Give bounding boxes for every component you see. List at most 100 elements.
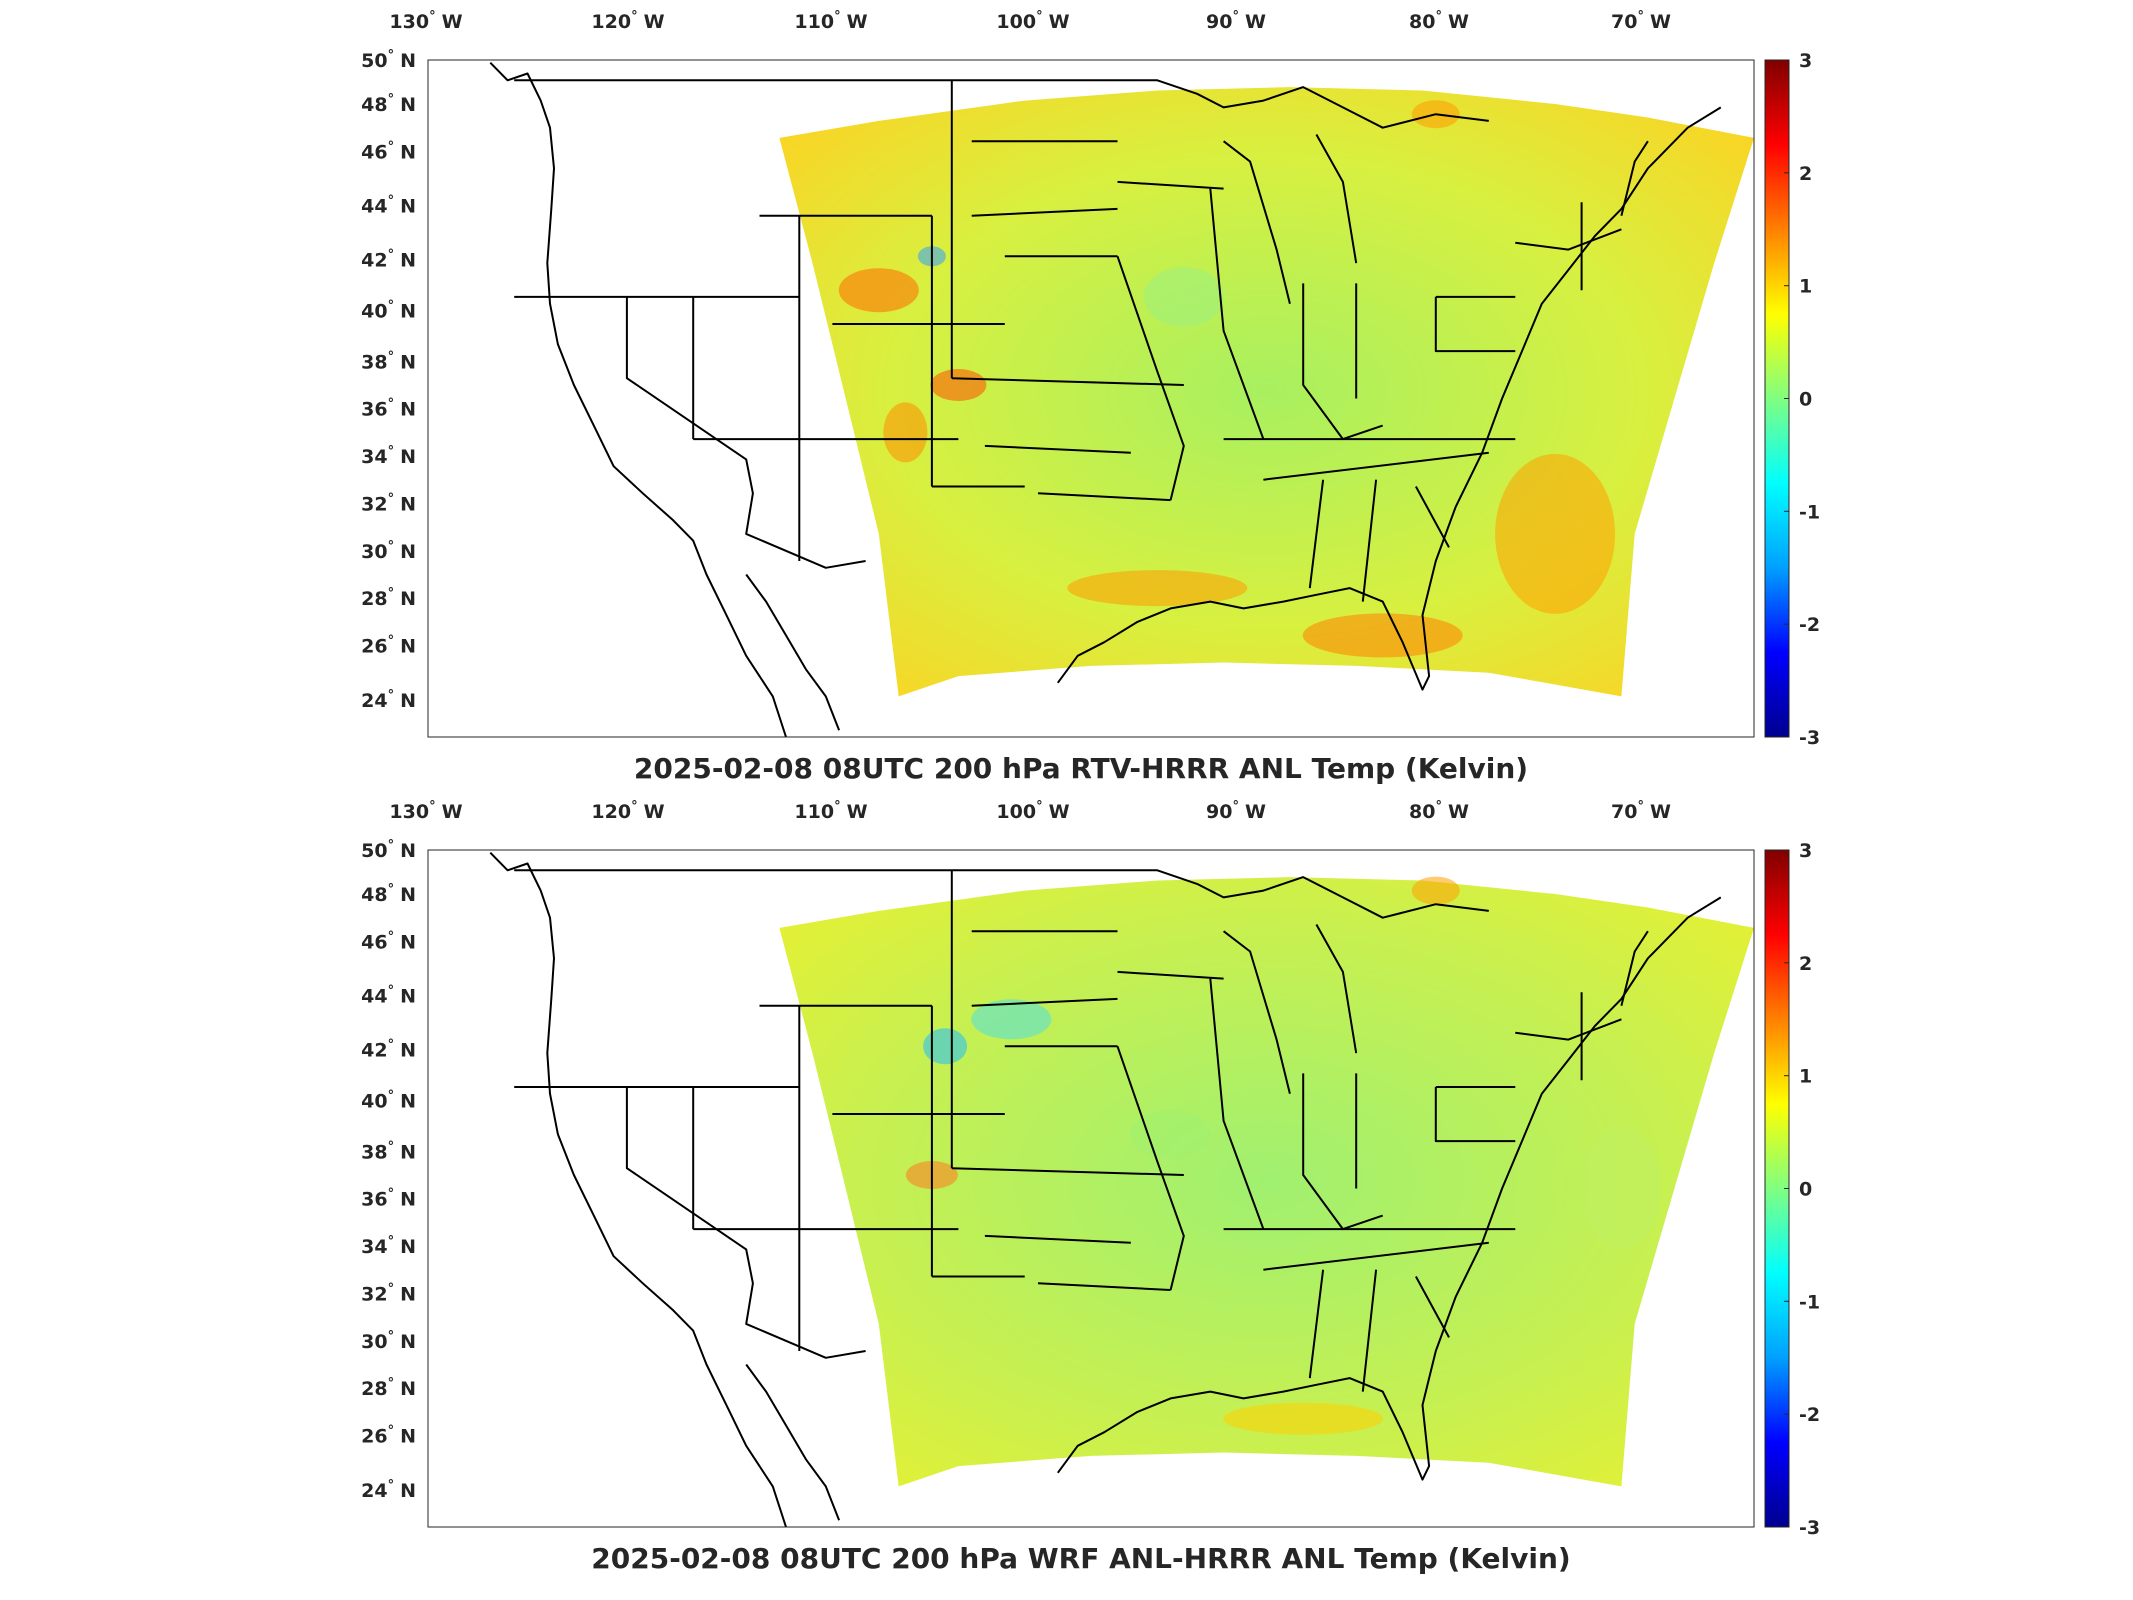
colorbar-tick-label: -2 — [1799, 1404, 1820, 1426]
latitude-tick-label: 26° N — [361, 1424, 416, 1448]
state-border — [971, 207, 1118, 217]
anomaly-patch — [1581, 1128, 1662, 1249]
longitude-tick-label: 70° W — [1611, 9, 1671, 33]
state-border — [1361, 479, 1378, 602]
coastline — [489, 851, 787, 1528]
latitude-tick-label: 30° N — [361, 1329, 416, 1353]
state-border — [1302, 1073, 1384, 1231]
anomaly-patch — [1143, 266, 1224, 327]
state-border — [1222, 140, 1291, 304]
anomaly-patch — [923, 1028, 968, 1065]
latitude-tick-label: 38° N — [361, 349, 416, 373]
colorbar-tick-label: 0 — [1799, 1179, 1812, 1201]
latitude-tick-label: 44° N — [361, 984, 416, 1008]
longitude-tick-label: 120° W — [591, 9, 664, 33]
colorbar-tick-label: 3 — [1799, 50, 1812, 72]
anomaly-patch — [1067, 570, 1248, 607]
state-border — [625, 296, 866, 569]
colorbar-tick-label: 3 — [1799, 840, 1812, 862]
latitude-tick-label: 24° N — [361, 1478, 416, 1502]
longitude-tick-label: 80° W — [1409, 799, 1469, 823]
panel-title: 2025-02-08 08UTC 200 hPa WRF ANL-HRRR AN… — [591, 1542, 1570, 1575]
state-border — [1415, 486, 1450, 548]
colorbar-tick-label: 1 — [1799, 276, 1812, 298]
state-border — [625, 1087, 866, 1359]
anomaly-patch — [883, 402, 928, 463]
map-panel-1: 130° W 120° W 110° W 100° W 90° W 80° W 70° W 50° N 48° N… — [361, 9, 1820, 785]
latitude-tick-label: 38° N — [361, 1139, 416, 1163]
state-border — [1302, 283, 1384, 441]
longitude-tick-label: 120° W — [591, 799, 664, 823]
state-border — [951, 377, 1184, 386]
state-border — [1515, 228, 1622, 251]
longitude-tick-label: 90° W — [1206, 9, 1266, 33]
anomaly-patch — [1411, 876, 1460, 905]
colorbar-tick-label: -1 — [1799, 1291, 1820, 1313]
latitude-tick-label: 50° N — [361, 48, 416, 72]
state-border — [1308, 1269, 1325, 1379]
state-border — [1620, 140, 1649, 216]
latitude-tick-label: 26° N — [361, 634, 416, 658]
latitude-tick-label: 34° N — [361, 1234, 416, 1258]
latitude-tick-label: 28° N — [361, 1376, 416, 1400]
anomaly-patch — [838, 268, 919, 313]
colorbar-tick-label: -2 — [1799, 614, 1820, 636]
colorbar-tick-label: 2 — [1799, 163, 1812, 185]
longitude-tick-label: 80° W — [1409, 9, 1469, 33]
longitude-tick-label: 100° W — [996, 9, 1069, 33]
latitude-tick-label: 42° N — [361, 248, 416, 272]
state-border — [984, 444, 1131, 454]
latitude-tick-label: 32° N — [361, 1281, 416, 1305]
colorbar-tick-label: -3 — [1799, 727, 1820, 749]
anomaly-patch — [971, 999, 1052, 1040]
latitude-tick-label: 36° N — [361, 1187, 416, 1211]
state-border — [951, 1167, 1184, 1176]
state-border — [1434, 1087, 1516, 1143]
state-border — [1263, 451, 1489, 481]
latitude-tick-label: 50° N — [361, 838, 416, 862]
latitude-tick-label: 30° N — [361, 539, 416, 563]
latitude-tick-label: 24° N — [361, 688, 416, 712]
state-border — [1515, 1018, 1622, 1041]
colorbar-tick-label: 2 — [1799, 953, 1812, 975]
coastline — [1056, 106, 1722, 691]
state-border — [1315, 134, 1358, 264]
state-border — [1117, 180, 1224, 190]
state-border — [1620, 930, 1649, 1006]
coastline — [1056, 896, 1722, 1481]
state-border — [1315, 924, 1358, 1054]
longitude-tick-label: 70° W — [1611, 799, 1671, 823]
country-border — [514, 869, 1489, 919]
state-border — [1263, 1241, 1489, 1271]
longitude-tick-label: 110° W — [794, 9, 867, 33]
anomaly-patch — [1302, 613, 1463, 658]
axes-frame — [427, 849, 1755, 1528]
state-border — [1415, 1276, 1450, 1338]
state-border — [1434, 296, 1516, 353]
coastline — [745, 573, 841, 731]
state-border — [1116, 1045, 1185, 1291]
colorbar-tick-label: -3 — [1799, 1517, 1820, 1539]
longitude-tick-label: 130° W — [389, 9, 462, 33]
latitude-tick-label: 40° N — [361, 299, 416, 323]
colorbar-tick-label: 1 — [1799, 1066, 1812, 1088]
panel-title: 2025-02-08 08UTC 200 hPa RTV-HRRR ANL Te… — [634, 752, 1528, 785]
state-border — [1222, 930, 1291, 1094]
colorbar-tick-label: 0 — [1799, 389, 1812, 411]
latitude-tick-label: 44° N — [361, 194, 416, 218]
longitude-tick-label: 90° W — [1206, 799, 1266, 823]
anomaly-patch — [1495, 453, 1616, 614]
latitude-tick-label: 48° N — [361, 92, 416, 116]
axes-frame — [427, 59, 1755, 738]
latitude-tick-label: 42° N — [361, 1038, 416, 1062]
state-border — [1037, 1282, 1171, 1291]
state-border — [1037, 492, 1171, 502]
state-border — [1209, 188, 1265, 440]
coastline — [489, 61, 787, 738]
latitude-tick-label: 36° N — [361, 397, 416, 421]
longitude-tick-label: 130° W — [389, 799, 462, 823]
latitude-tick-label: 32° N — [361, 491, 416, 515]
longitude-tick-label: 100° W — [996, 799, 1069, 823]
latitude-tick-label: 46° N — [361, 929, 416, 953]
